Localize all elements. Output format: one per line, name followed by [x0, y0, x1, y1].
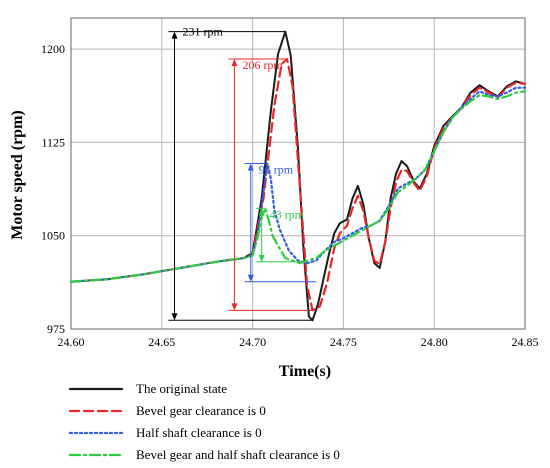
annotation-label: 206 rpm [242, 58, 283, 72]
x-tick-label: 24.70 [239, 335, 266, 349]
annotations-group: 231 rpm 206 rpm 96 rpm 43 rpm [168, 25, 317, 321]
legend-item-1: The original state [68, 381, 227, 396]
legend-item-3: Half shaft clearance is 0 [68, 425, 262, 440]
annotation-arrow-head-up [231, 59, 238, 67]
series-line-4 [69, 90, 527, 283]
annotation-arrow-head-up [247, 163, 254, 171]
annotation-2: 206 rpm [228, 58, 313, 311]
annotation-label: 43 rpm [270, 207, 305, 221]
legend-label: Bevel gear clearance is 0 [136, 403, 266, 418]
annotation-arrow-head-up [258, 208, 265, 216]
annotation-arrow-head-down [258, 254, 265, 262]
legend-label: Half shaft clearance is 0 [136, 425, 262, 440]
annotation-arrow-head-down [171, 313, 178, 321]
annotation-label: 96 rpm [259, 163, 294, 177]
x-tick-label: 24.65 [148, 335, 175, 349]
annotation-4: 43 rpm [255, 207, 308, 263]
y-tick-labels: 975 1050 1125 1200 [41, 42, 65, 336]
y-tick-label: 1200 [41, 42, 65, 56]
x-tick-label: 24.75 [330, 335, 357, 349]
series-line-1 [70, 30, 526, 322]
legend: The original state Bevel gear clearance i… [68, 381, 340, 462]
legend-item-2: Bevel gear clearance is 0 [68, 403, 266, 418]
x-tick-label: 24.80 [421, 335, 448, 349]
annotation-3: 96 rpm [244, 163, 317, 283]
legend-item-4: Bevel gear and half shaft clearance is 0 [68, 447, 340, 462]
series-group [69, 30, 527, 322]
annotation-arrow-head-down [231, 303, 238, 311]
x-tick-labels: 24.60 24.65 24.70 24.75 24.80 24.85 [58, 335, 539, 349]
annotation-label: 231 rpm [183, 25, 224, 39]
series-line-3 [69, 86, 527, 283]
plot-frame [70, 17, 526, 330]
legend-label: The original state [136, 381, 227, 396]
x-tick-label: 24.85 [512, 335, 539, 349]
series-line-2 [69, 58, 527, 312]
x-tick-label: 24.60 [58, 335, 85, 349]
y-axis-title: Motor speed (rpm) [9, 110, 26, 239]
legend-label: Bevel gear and half shaft clearance is 0 [136, 447, 340, 462]
y-tick-label: 1125 [41, 135, 65, 149]
annotation-1: 231 rpm [168, 25, 313, 321]
annotation-arrow-head-up [171, 31, 178, 39]
x-axis-title: Time(s) [279, 363, 331, 380]
annotation-arrow-head-down [247, 274, 254, 282]
y-tick-label: 975 [47, 322, 65, 336]
y-tick-label: 1050 [41, 229, 65, 243]
